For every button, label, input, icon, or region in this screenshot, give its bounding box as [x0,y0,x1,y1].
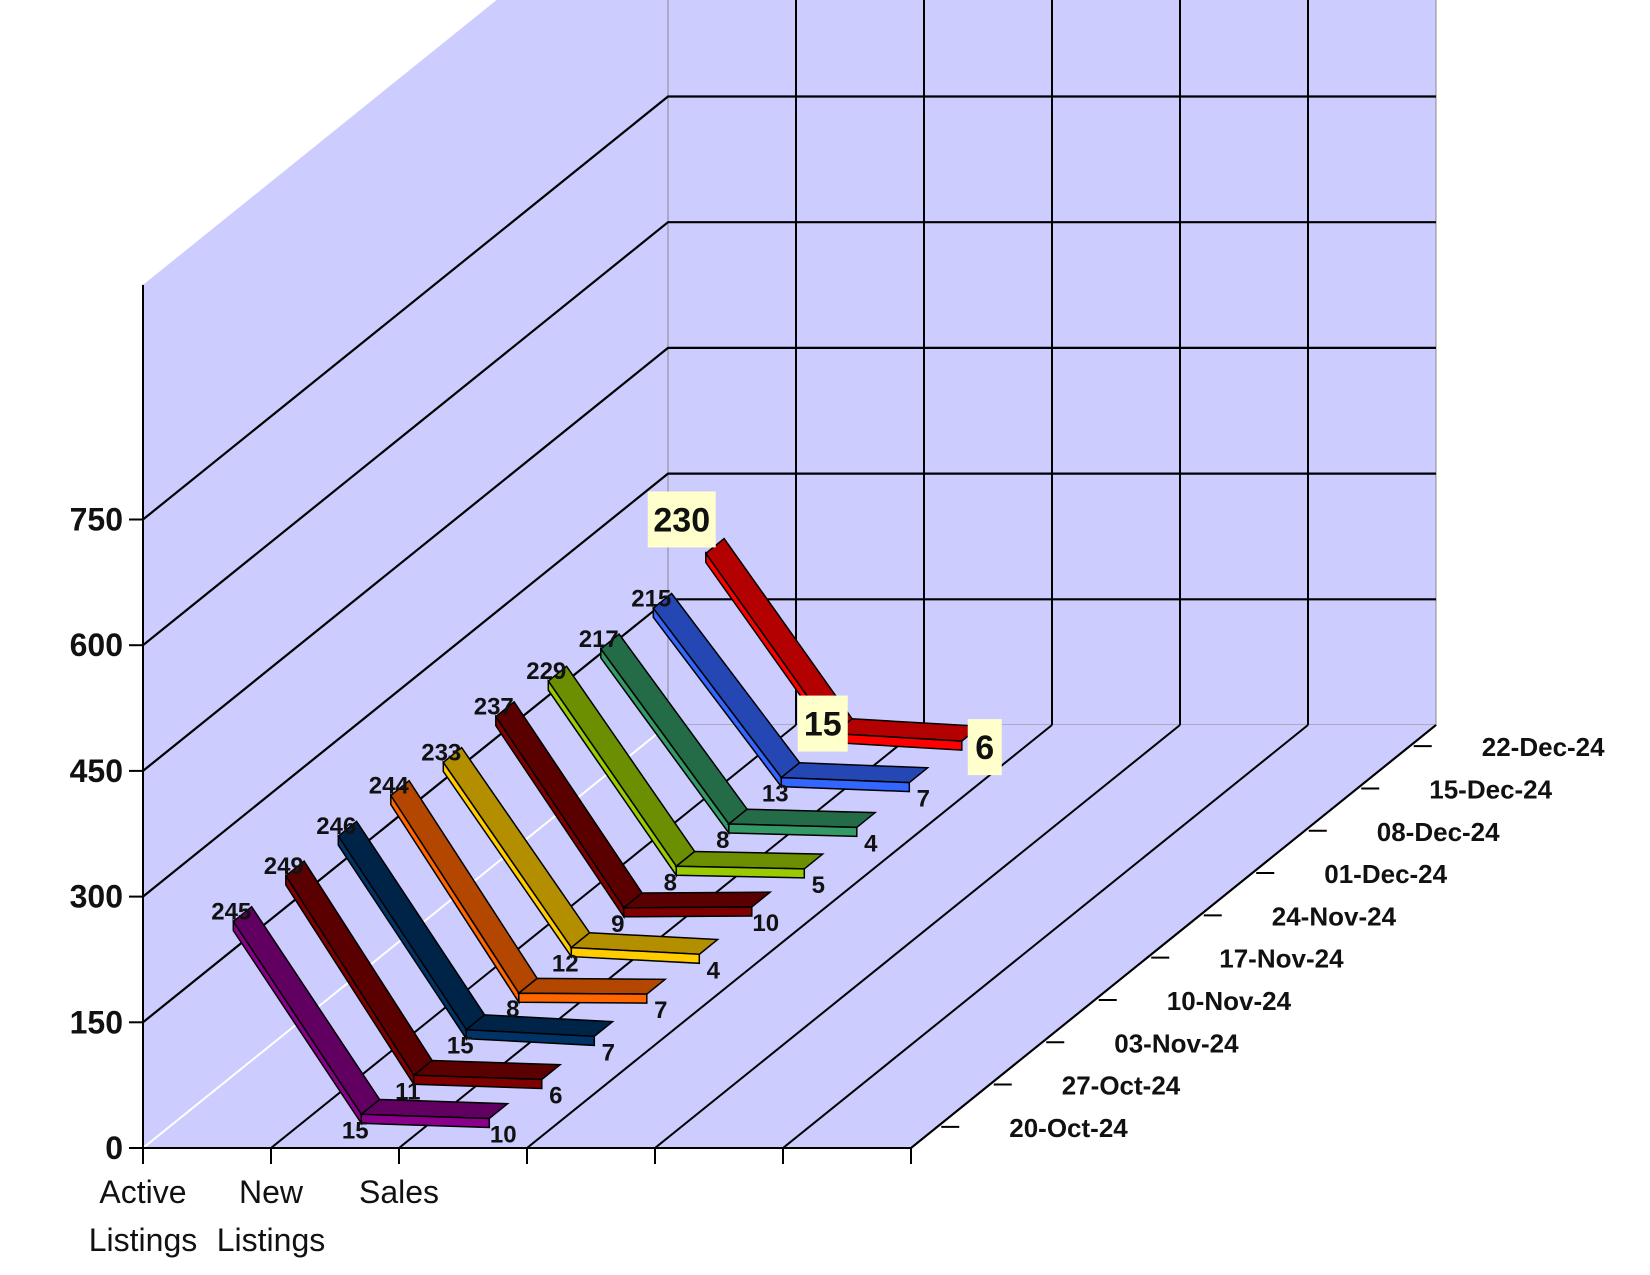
ribbon-face [675,865,806,879]
ribbon-face [780,776,911,793]
data-label: 215 [631,585,671,612]
data-label: 6 [975,729,994,767]
category-label: Active [99,1174,186,1210]
data-label: 7 [602,1039,615,1066]
left-wall [143,0,668,1148]
ribbon-face [623,906,753,918]
axis-ticks: 0 150 300 450 600 750 [70,502,1432,1166]
series-date-label: 20-Oct-24 [1009,1113,1128,1143]
series-date-label: 24-Nov-24 [1272,901,1397,931]
series-date-label: 03-Nov-24 [1114,1028,1239,1058]
chart-walls [143,0,1437,1148]
data-label: 8 [664,869,677,896]
data-label: 230 [653,501,710,539]
y-tick-label: 600 [70,627,123,663]
data-label: 217 [579,626,619,653]
data-label: 10 [752,910,779,937]
series-date-label: 17-Nov-24 [1219,944,1344,974]
data-label: 244 [369,772,410,799]
data-labels-layer: 230 15 6 215 13 7 217 8 4 229 8 5 237 9 10 233 12 4 244 8 7 2… [211,491,1002,1148]
data-label: 237 [474,694,514,721]
series-date-label: 10-Nov-24 [1167,986,1292,1016]
ribbon-face [413,1074,543,1090]
series-layer [232,537,983,1129]
data-label: 233 [421,739,461,766]
data-label: 5 [812,872,825,899]
series-ribbon [547,665,825,879]
data-label: 4 [864,830,878,857]
category-label: Sales [359,1174,439,1210]
data-label: 7 [917,786,930,813]
series-ribbon [704,537,983,751]
data-label: 229 [526,658,566,685]
data-label: 11 [395,1078,420,1105]
series-date-label: 08-Dec-24 [1377,817,1500,847]
category-label: Listings [217,1222,326,1258]
data-label: 246 [316,813,356,840]
category-label: Listings [89,1222,198,1258]
data-label: 12 [552,951,579,978]
series-date-label: 15-Dec-24 [1429,774,1552,804]
floor-gridline [526,724,1053,1149]
category-label: New [239,1174,304,1210]
depth-axis-line [910,724,1437,1149]
ribbon-face [728,823,858,838]
ribbon-top [621,891,773,909]
y-tick-label: 150 [70,1004,123,1040]
y-tick-label: 300 [70,879,123,915]
data-label: 6 [549,1083,562,1110]
series-ribbon [232,905,510,1129]
data-label: 15 [342,1117,369,1144]
data-label: 4 [707,957,721,984]
series-date-label: 27-Oct-24 [1062,1071,1181,1101]
data-label-box [967,719,1002,776]
y-tick-label: 450 [70,753,123,789]
series-ribbon [337,820,615,1047]
series-date-label: 22-Dec-24 [1482,732,1605,762]
floor-gridline [782,724,1309,1149]
series-ribbon [494,700,773,920]
ribbon-face [570,946,701,965]
data-label: 245 [211,899,251,926]
ribbon-face [465,1028,596,1047]
series-ribbon [442,746,720,965]
data-label: 8 [506,996,519,1023]
data-label: 10 [490,1121,517,1148]
axis-labels: Active Listings New Listings Sales 20-Oct-24 2… [89,732,1605,1258]
data-label-box [647,491,716,548]
ribbon-face [518,992,648,1004]
series-ribbon [652,592,930,793]
floor-gridline [654,724,1181,1149]
data-label: 7 [654,997,667,1024]
data-label: 8 [716,827,729,854]
series-ribbon [284,859,563,1090]
series-ribbon [599,633,878,838]
ribbon-top [516,977,668,995]
data-label: 249 [264,853,304,880]
data-label: 13 [762,781,789,808]
ribbon-face [360,1113,491,1129]
y-tick-label: 0 [105,1130,123,1166]
data-label: 15 [447,1033,474,1060]
data-label: 15 [804,706,842,744]
y-tick-label: 750 [70,502,123,538]
series-date-label: 01-Dec-24 [1324,859,1447,889]
data-label-box [797,695,848,752]
data-label: 9 [611,911,624,938]
series-ribbon [389,779,668,1005]
